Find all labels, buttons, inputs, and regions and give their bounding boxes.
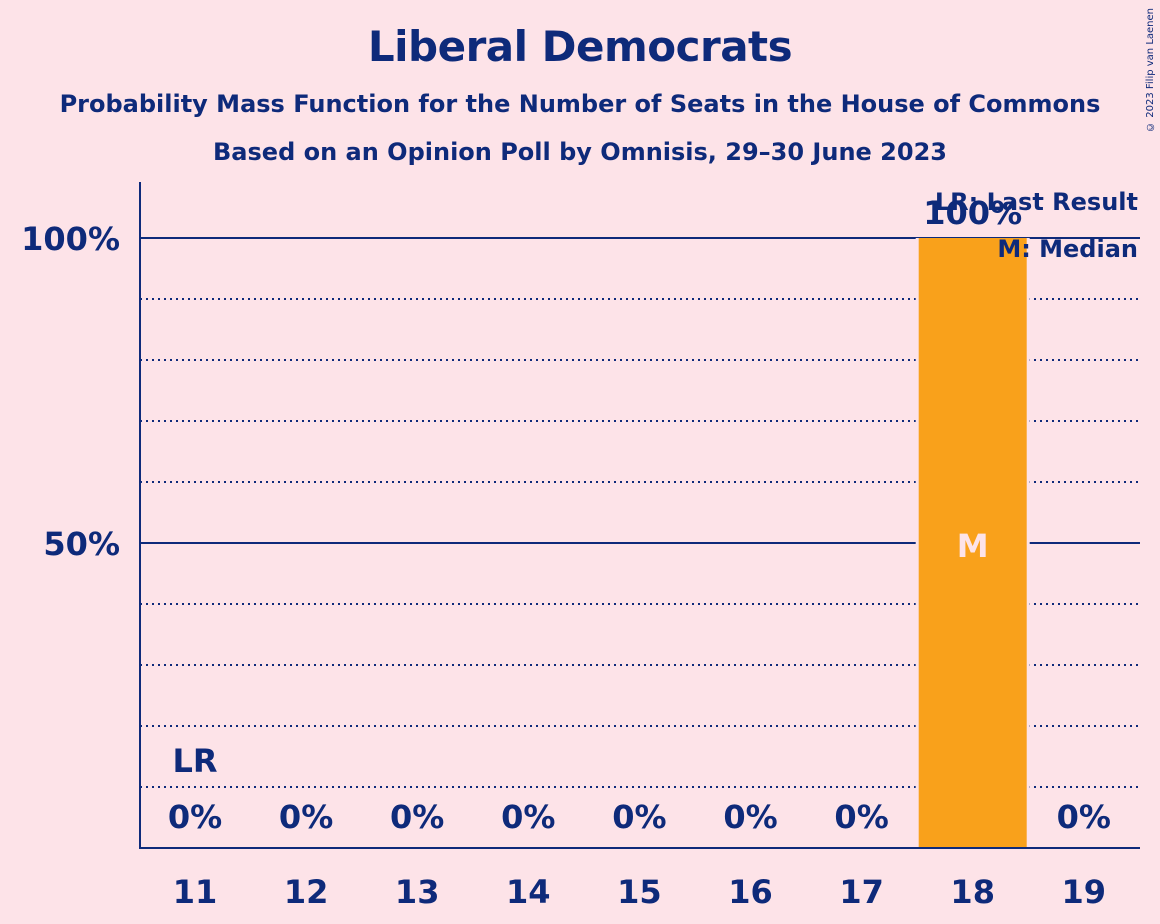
x-tick-label: 13 — [395, 873, 440, 911]
data-label: 0% — [834, 798, 888, 836]
bar — [918, 238, 1027, 848]
chart-title: Liberal Democrats — [367, 22, 793, 71]
x-tick-label: 19 — [1062, 873, 1107, 911]
legend-last-result: LR: Last Result — [935, 188, 1138, 216]
data-label: 100% — [923, 194, 1022, 232]
x-tick-label: 11 — [173, 873, 218, 911]
x-tick-label: 12 — [284, 873, 329, 911]
x-tick-label: 14 — [506, 873, 551, 911]
chart-subtitle: Probability Mass Function for the Number… — [59, 90, 1101, 118]
x-tick-label: 15 — [617, 873, 662, 911]
median-marker: M — [957, 527, 989, 565]
data-label: 0% — [279, 798, 333, 836]
data-label: 0% — [612, 798, 666, 836]
x-tick-label: 18 — [950, 873, 995, 911]
y-tick-label: 50% — [43, 525, 120, 563]
y-tick-label: 100% — [21, 220, 120, 258]
x-tick-label: 16 — [728, 873, 773, 911]
data-label: 0% — [723, 798, 777, 836]
data-label: 0% — [390, 798, 444, 836]
data-label: 0% — [501, 798, 555, 836]
legend-median: M: Median — [997, 235, 1138, 263]
last-result-marker: LR — [172, 742, 217, 780]
x-tick-label: 17 — [839, 873, 884, 911]
chart-source: Based on an Opinion Poll by Omnisis, 29–… — [213, 138, 947, 166]
data-label: 0% — [168, 798, 222, 836]
data-label: 0% — [1057, 798, 1111, 836]
